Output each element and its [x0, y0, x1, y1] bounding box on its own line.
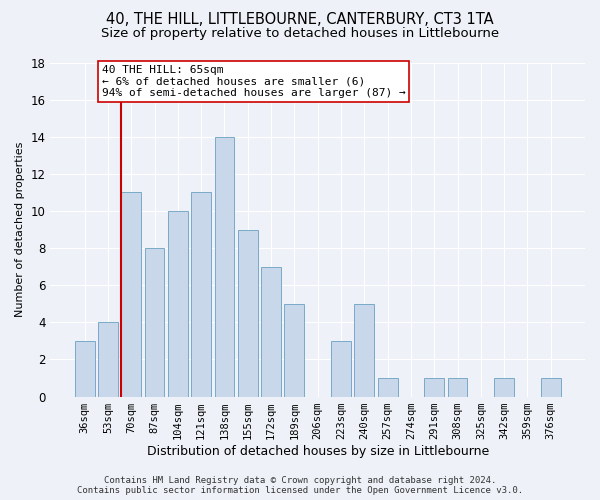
Bar — [355, 304, 374, 396]
X-axis label: Distribution of detached houses by size in Littlebourne: Distribution of detached houses by size … — [146, 444, 489, 458]
Bar — [75, 341, 95, 396]
Bar — [331, 341, 351, 396]
Bar — [145, 248, 164, 396]
Text: Contains HM Land Registry data © Crown copyright and database right 2024.
Contai: Contains HM Land Registry data © Crown c… — [77, 476, 523, 495]
Bar — [424, 378, 444, 396]
Y-axis label: Number of detached properties: Number of detached properties — [15, 142, 25, 317]
Bar — [261, 266, 281, 396]
Bar — [541, 378, 561, 396]
Bar — [191, 192, 211, 396]
Bar — [284, 304, 304, 396]
Bar — [168, 211, 188, 396]
Text: Size of property relative to detached houses in Littlebourne: Size of property relative to detached ho… — [101, 28, 499, 40]
Text: 40, THE HILL, LITTLEBOURNE, CANTERBURY, CT3 1TA: 40, THE HILL, LITTLEBOURNE, CANTERBURY, … — [106, 12, 494, 28]
Bar — [215, 136, 235, 396]
Bar — [121, 192, 141, 396]
Bar — [238, 230, 257, 396]
Bar — [98, 322, 118, 396]
Bar — [378, 378, 398, 396]
Bar — [448, 378, 467, 396]
Bar — [494, 378, 514, 396]
Text: 40 THE HILL: 65sqm
← 6% of detached houses are smaller (6)
94% of semi-detached : 40 THE HILL: 65sqm ← 6% of detached hous… — [101, 66, 405, 98]
